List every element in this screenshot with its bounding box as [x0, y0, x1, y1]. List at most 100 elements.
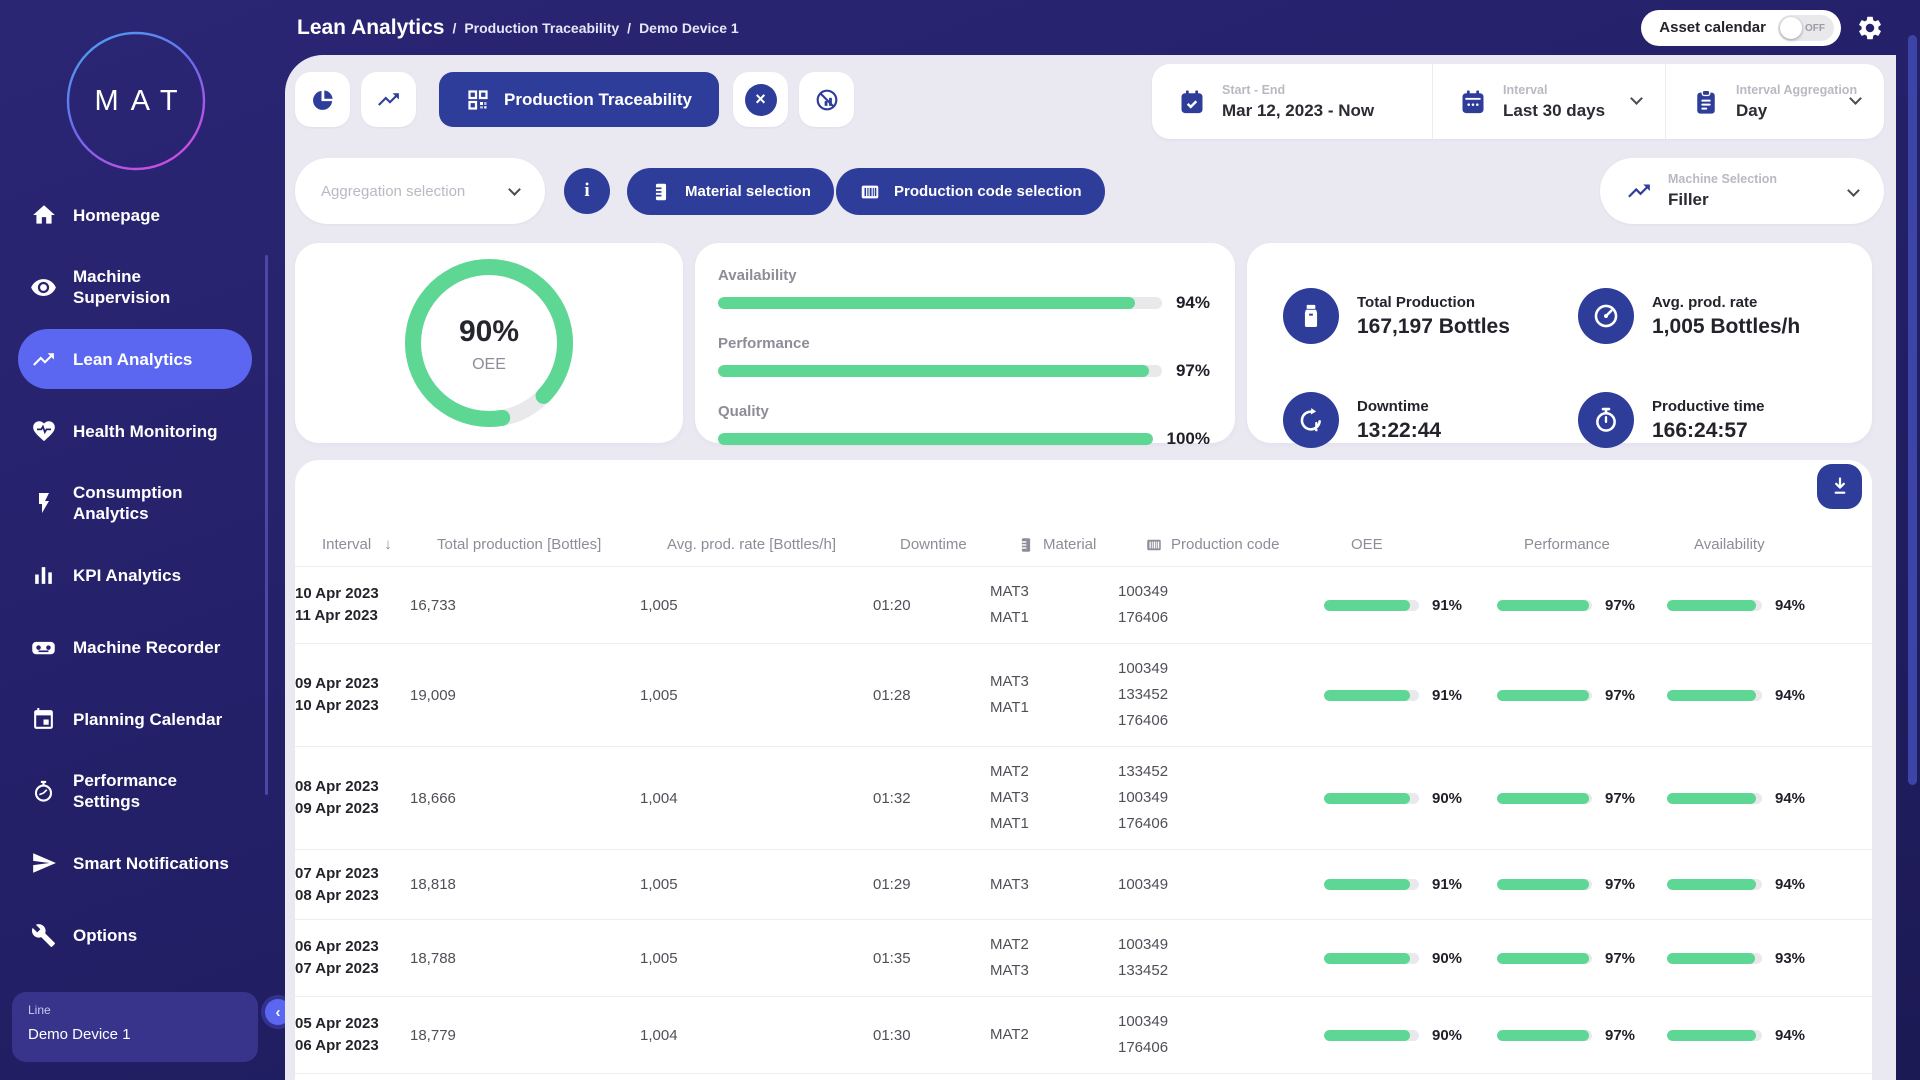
clear-selection-button[interactable]: × [733, 72, 788, 127]
breadcrumb-item-production-traceability[interactable]: Production Traceability [464, 19, 620, 36]
availability-bar-fill [1667, 689, 1757, 701]
sidebar-item-health-monitoring[interactable]: Health Monitoring [0, 395, 285, 467]
oee-value: 91% [1432, 876, 1463, 893]
sort-descending-icon: ↓ [384, 536, 392, 553]
interval-label: Interval [1503, 82, 1548, 97]
column-header-downtime[interactable]: Downtime [900, 536, 967, 553]
tab-production-traceability[interactable]: Production Traceability [439, 72, 719, 127]
interval-select[interactable]: Interval Last 30 days [1432, 64, 1665, 139]
tab-label: Production Traceability [504, 89, 692, 109]
material-selection-button[interactable]: Material selection [627, 168, 834, 215]
column-header-performance[interactable]: Performance [1524, 536, 1610, 553]
column-header-material[interactable]: Material [1017, 536, 1145, 554]
cell-material: MAT3 MAT1 [990, 673, 1029, 716]
kpi-value: 166:24:57 [1652, 419, 1748, 442]
production-code-selection-button[interactable]: Production code selection [836, 168, 1105, 215]
column-header-oee[interactable]: OEE [1351, 536, 1383, 553]
sidebar-item-label: Consumption Analytics [73, 483, 183, 523]
performance-value: 97% [1605, 876, 1636, 893]
breadcrumb-item-demo-device[interactable]: Demo Device 1 [639, 19, 739, 36]
performance-label: Performance [718, 335, 810, 352]
pie-chart-view-button[interactable] [295, 72, 350, 127]
oee-label: OEE [472, 355, 506, 373]
info-icon: i [584, 180, 590, 201]
cell-performance-bar: 97% [1497, 950, 1667, 967]
sidebar-item-smart-notifications[interactable]: Smart Notifications [0, 827, 285, 899]
interval-aggregation-select[interactable]: Interval Aggregation Day [1665, 64, 1884, 139]
date-range-picker[interactable]: Start - End Mar 12, 2023 - Now [1152, 64, 1432, 139]
oee-gauge: 90% OEE [389, 245, 589, 441]
sidebar-item-consumption-analytics[interactable]: Consumption Analytics [0, 467, 285, 539]
chevron-down-icon [1630, 92, 1643, 105]
cell-total-production: 18,818 [410, 876, 456, 893]
home-icon [30, 202, 57, 229]
sidebar-scrollbar[interactable] [265, 255, 268, 795]
machine-selection-value: Filler [1668, 190, 1709, 209]
column-header-production-code[interactable]: Production code [1145, 536, 1351, 554]
oee-value: 90% [458, 314, 520, 348]
column-header-total-production[interactable]: Total production [Bottles] [437, 536, 602, 553]
column-header-availability[interactable]: Availability [1694, 536, 1765, 553]
quality-bar-fill [718, 433, 1153, 445]
machine-selection-dropdown[interactable]: Machine Selection Filler [1600, 158, 1884, 224]
table-row: 05 Apr 2023 06 Apr 2023 18,779 1,004 01:3… [295, 997, 1872, 1074]
chevron-left-icon: ‹ [275, 1003, 281, 1021]
cell-interval: 09 Apr 2023 10 Apr 2023 [295, 675, 379, 714]
oee-gauge-card: 90% OEE [295, 243, 683, 443]
oee-bar-fill [1324, 599, 1411, 611]
cell-production-code: 100349 133452 [1118, 936, 1169, 979]
performance-bar-fill [1497, 879, 1590, 890]
download-button[interactable] [1817, 464, 1862, 509]
cell-production-code: 100349 [1118, 875, 1169, 893]
quality-value: 100% [1166, 429, 1210, 448]
aggregation-text: Interval Aggregation Day [1736, 83, 1857, 121]
cell-performance-bar: 97% [1497, 597, 1667, 614]
chart-disabled-button[interactable] [799, 72, 854, 127]
table-row: 09 Apr 2023 10 Apr 2023 19,009 1,005 01:2… [295, 644, 1872, 747]
settings-gear-icon[interactable] [1856, 14, 1884, 42]
device-selector-card[interactable]: Line Demo Device 1 [12, 992, 258, 1062]
trend-line-icon [30, 346, 57, 373]
kpi-card: Total Production 167,197 Bottles Avg. pr… [1247, 243, 1872, 448]
table-body: 10 Apr 2023 11 Apr 2023 16,733 1,005 01:2… [295, 567, 1872, 1074]
sidebar-item-machine-recorder[interactable]: Machine Recorder [0, 611, 285, 683]
aggregation-selection-dropdown[interactable]: Aggregation selection [295, 158, 545, 224]
table-row: 07 Apr 2023 08 Apr 2023 18,818 1,005 01:2… [295, 850, 1872, 920]
cell-availability-bar: 94% [1667, 687, 1842, 704]
sidebar-item-performance-settings[interactable]: Performance Settings [0, 755, 285, 827]
cell-oee-bar: 90% [1324, 1027, 1497, 1044]
sidebar-item-homepage[interactable]: Homepage [0, 179, 285, 251]
chevron-down-icon [1847, 184, 1860, 197]
chart-disabled-icon [814, 87, 840, 113]
sidebar-item-planning-calendar[interactable]: Planning Calendar [0, 683, 285, 755]
sidebar-item-kpi-analytics[interactable]: KPI Analytics [0, 539, 285, 611]
kpi-label: Downtime [1357, 398, 1429, 415]
calendar-icon [1459, 88, 1487, 116]
trend-view-button[interactable] [361, 72, 416, 127]
kpi-label: Avg. prod. rate [1652, 294, 1758, 311]
sidebar-item-options[interactable]: Options [0, 899, 285, 971]
sidebar-item-machine-supervision[interactable]: Machine Supervision [0, 251, 285, 323]
availability-bar-fill [1667, 1029, 1757, 1041]
availability-bar-track [1667, 1029, 1762, 1041]
heart-pulse-icon [30, 418, 57, 445]
info-button[interactable]: i [564, 168, 610, 214]
asset-calendar-toggle-pill[interactable]: Asset calendar OFF [1641, 9, 1841, 46]
page-scrollbar[interactable] [1908, 35, 1917, 785]
availability-value: 94% [1775, 789, 1806, 807]
performance-bar-track [1497, 879, 1592, 890]
table-header-row: Interval ↓ Total production [Bottles] Av… [295, 523, 1872, 567]
availability-value: 94% [1775, 1026, 1806, 1044]
close-circle-icon: × [744, 83, 777, 116]
clipboard-icon [1692, 88, 1720, 116]
cell-production-code: 133452 100349 176406 [1118, 763, 1169, 832]
column-header-interval[interactable]: Interval ↓ [322, 536, 392, 553]
quality-bar-group: Quality 100% [718, 403, 1210, 449]
sidebar-item-lean-analytics[interactable]: Lean Analytics [18, 329, 252, 389]
machine-selection-text: Machine Selection Filler [1668, 172, 1777, 210]
asset-calendar-label: Asset calendar [1659, 19, 1766, 36]
cell-interval: 10 Apr 2023 11 Apr 2023 [295, 585, 379, 624]
column-header-avg-prod-rate[interactable]: Avg. prod. rate [Bottles/h] [667, 536, 836, 553]
asset-calendar-switch[interactable]: OFF [1778, 14, 1834, 41]
